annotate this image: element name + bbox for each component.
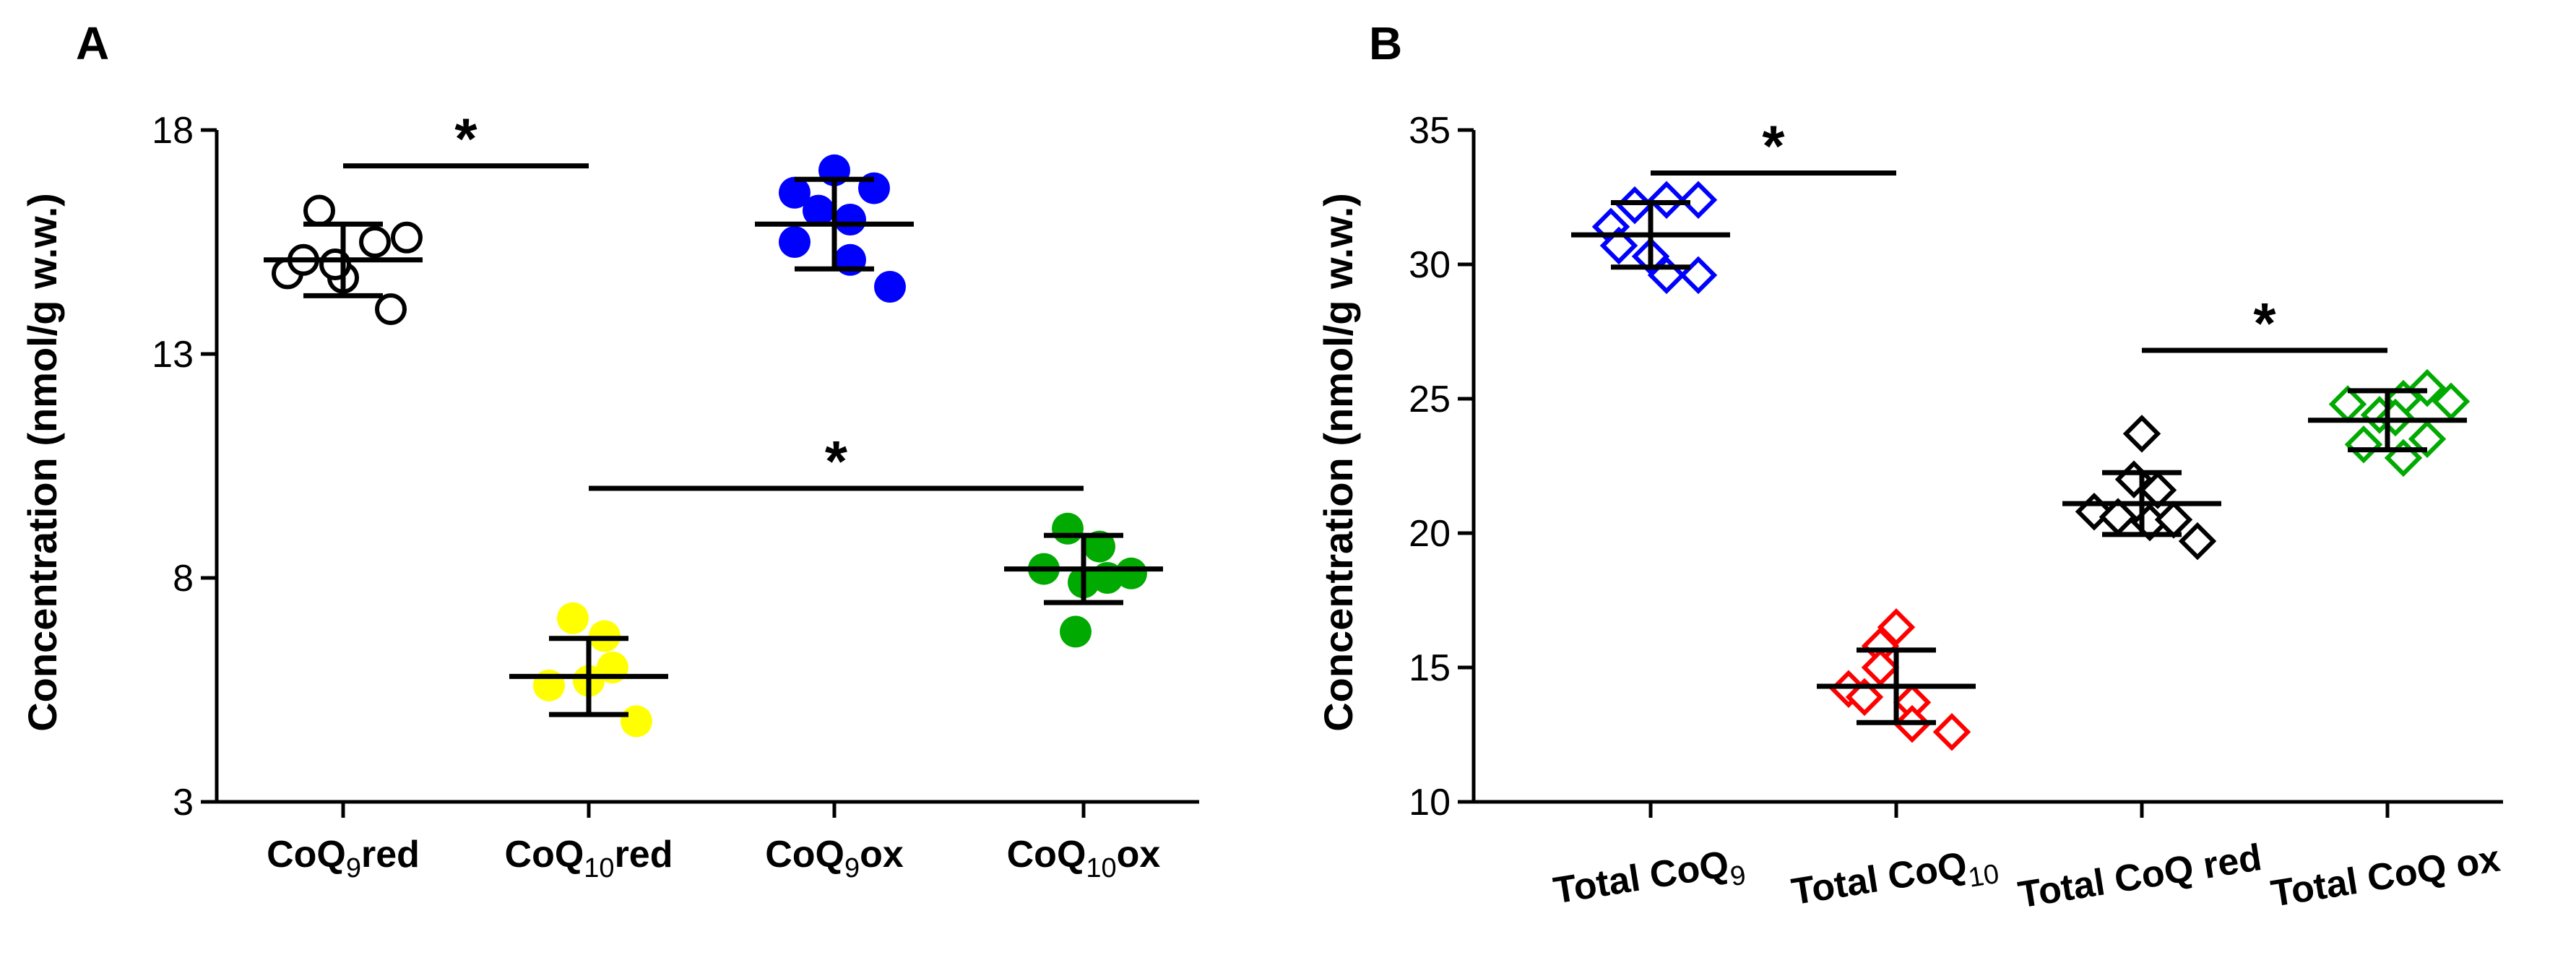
x-tick-label: CoQ9ox xyxy=(765,834,904,883)
y-tick-label: 35 xyxy=(1409,110,1451,152)
y-tick-label: 3 xyxy=(173,782,194,824)
panel-b-data: ** xyxy=(1571,114,2471,751)
data-point xyxy=(834,204,866,235)
data-point xyxy=(779,226,811,258)
y-tick-label: 8 xyxy=(173,558,194,600)
x-tick-label-suffix: ox xyxy=(860,834,904,876)
x-tick-label-subscript: 10 xyxy=(584,853,614,883)
data-point xyxy=(803,194,834,227)
panel-a: A Concentration (nmol/g w.w.) 381318CoQ9… xyxy=(20,17,1199,883)
panel-b: B Concentration (nmol/g w.w.) 10 15 20 25 30… xyxy=(1315,17,2503,921)
x-tick-label: Total CoQ ox xyxy=(2268,838,2503,915)
data-point xyxy=(2408,368,2447,407)
series-total-coq-ox xyxy=(2308,368,2471,477)
data-point xyxy=(779,176,811,209)
x-tick-label-suffix: ox xyxy=(1117,834,1161,876)
series-coq10red xyxy=(509,602,668,738)
x-tick-label-subscript: 10 xyxy=(1086,853,1116,883)
data-point xyxy=(2344,425,2383,464)
x-tick-label-subscript: 10 xyxy=(1966,859,2001,894)
y-tick-label: 13 xyxy=(152,334,194,376)
data-point xyxy=(1679,181,1718,219)
x-tick-label: CoQ9red xyxy=(267,834,420,883)
data-point xyxy=(1932,713,1971,751)
data-point xyxy=(557,602,589,634)
data-point xyxy=(303,194,335,227)
y-tick-label: 10 xyxy=(1409,782,1451,824)
significance-star: * xyxy=(825,429,848,493)
series-total-coq-red xyxy=(2062,415,2221,561)
x-tick-label-suffix: red xyxy=(615,834,673,876)
y-tick-label: 25 xyxy=(1409,379,1451,420)
data-point xyxy=(1615,186,1654,225)
data-point xyxy=(1084,530,1115,563)
x-tick-label-main: Total CoQ xyxy=(1789,844,1970,914)
data-point xyxy=(874,271,906,303)
series-coq9ox xyxy=(755,154,914,303)
panel-b-label: B xyxy=(1369,17,1402,69)
data-point xyxy=(1679,256,1718,295)
data-point xyxy=(2178,522,2217,561)
x-tick-label-suffix: red xyxy=(361,834,420,876)
y-tick-label: 18 xyxy=(152,110,194,152)
x-tick-label-subscript: 9 xyxy=(346,853,361,883)
data-point xyxy=(1845,678,1884,717)
data-point xyxy=(375,293,407,325)
data-point xyxy=(359,226,391,258)
data-point xyxy=(2384,438,2423,477)
data-point xyxy=(391,221,423,254)
x-tick-label-main: CoQ xyxy=(267,834,346,876)
x-tick-label-main: Total CoQ xyxy=(1551,843,1732,912)
series-coq9red xyxy=(264,194,423,325)
significance-star: * xyxy=(1762,114,1785,178)
significance-star: * xyxy=(2253,291,2276,355)
data-point xyxy=(2408,420,2447,459)
panel-b-y-axis-label: Concentration (nmol/g w.w.) xyxy=(1315,193,1361,732)
x-tick-label-main: CoQ xyxy=(765,834,844,876)
x-tick-label: Total CoQ red xyxy=(2015,837,2265,916)
panel-a-data: ** xyxy=(264,107,1163,738)
data-point xyxy=(1115,557,1147,589)
data-point xyxy=(621,705,652,738)
x-tick-label: CoQ10red xyxy=(505,834,673,883)
data-point xyxy=(2122,415,2161,453)
x-tick-label-main: Total CoQ red xyxy=(2015,837,2265,916)
y-tick-label: 15 xyxy=(1409,647,1451,689)
data-point xyxy=(2432,382,2471,420)
x-tick-label-main: CoQ xyxy=(505,834,584,876)
panel-a-y-axis-label: Concentration (nmol/g w.w.) xyxy=(20,193,65,732)
x-tick-label-main: Total CoQ ox xyxy=(2268,838,2503,915)
series-coq10ox xyxy=(1004,512,1163,648)
series-total-coq10 xyxy=(1817,608,1976,751)
data-point xyxy=(1060,615,1092,648)
data-point xyxy=(1647,181,1686,219)
data-point xyxy=(1599,226,1638,265)
data-point xyxy=(1052,512,1084,545)
series-total-coq9 xyxy=(1571,181,1730,295)
x-tick-label: CoQ10ox xyxy=(1007,834,1161,883)
significance-star: * xyxy=(454,107,477,171)
data-point xyxy=(1861,648,1900,687)
x-tick-label-main: CoQ xyxy=(1007,834,1086,876)
x-tick-label: Total CoQ10 xyxy=(1789,839,2001,921)
y-tick-label: 30 xyxy=(1409,244,1451,286)
y-tick-label: 20 xyxy=(1409,513,1451,555)
x-tick-label-subscript: 9 xyxy=(1728,860,1747,892)
x-tick-label-subscript: 9 xyxy=(844,853,860,883)
x-tick-label: Total CoQ9 xyxy=(1551,841,1748,920)
panel-a-label: A xyxy=(76,17,109,69)
data-point xyxy=(2154,501,2193,539)
